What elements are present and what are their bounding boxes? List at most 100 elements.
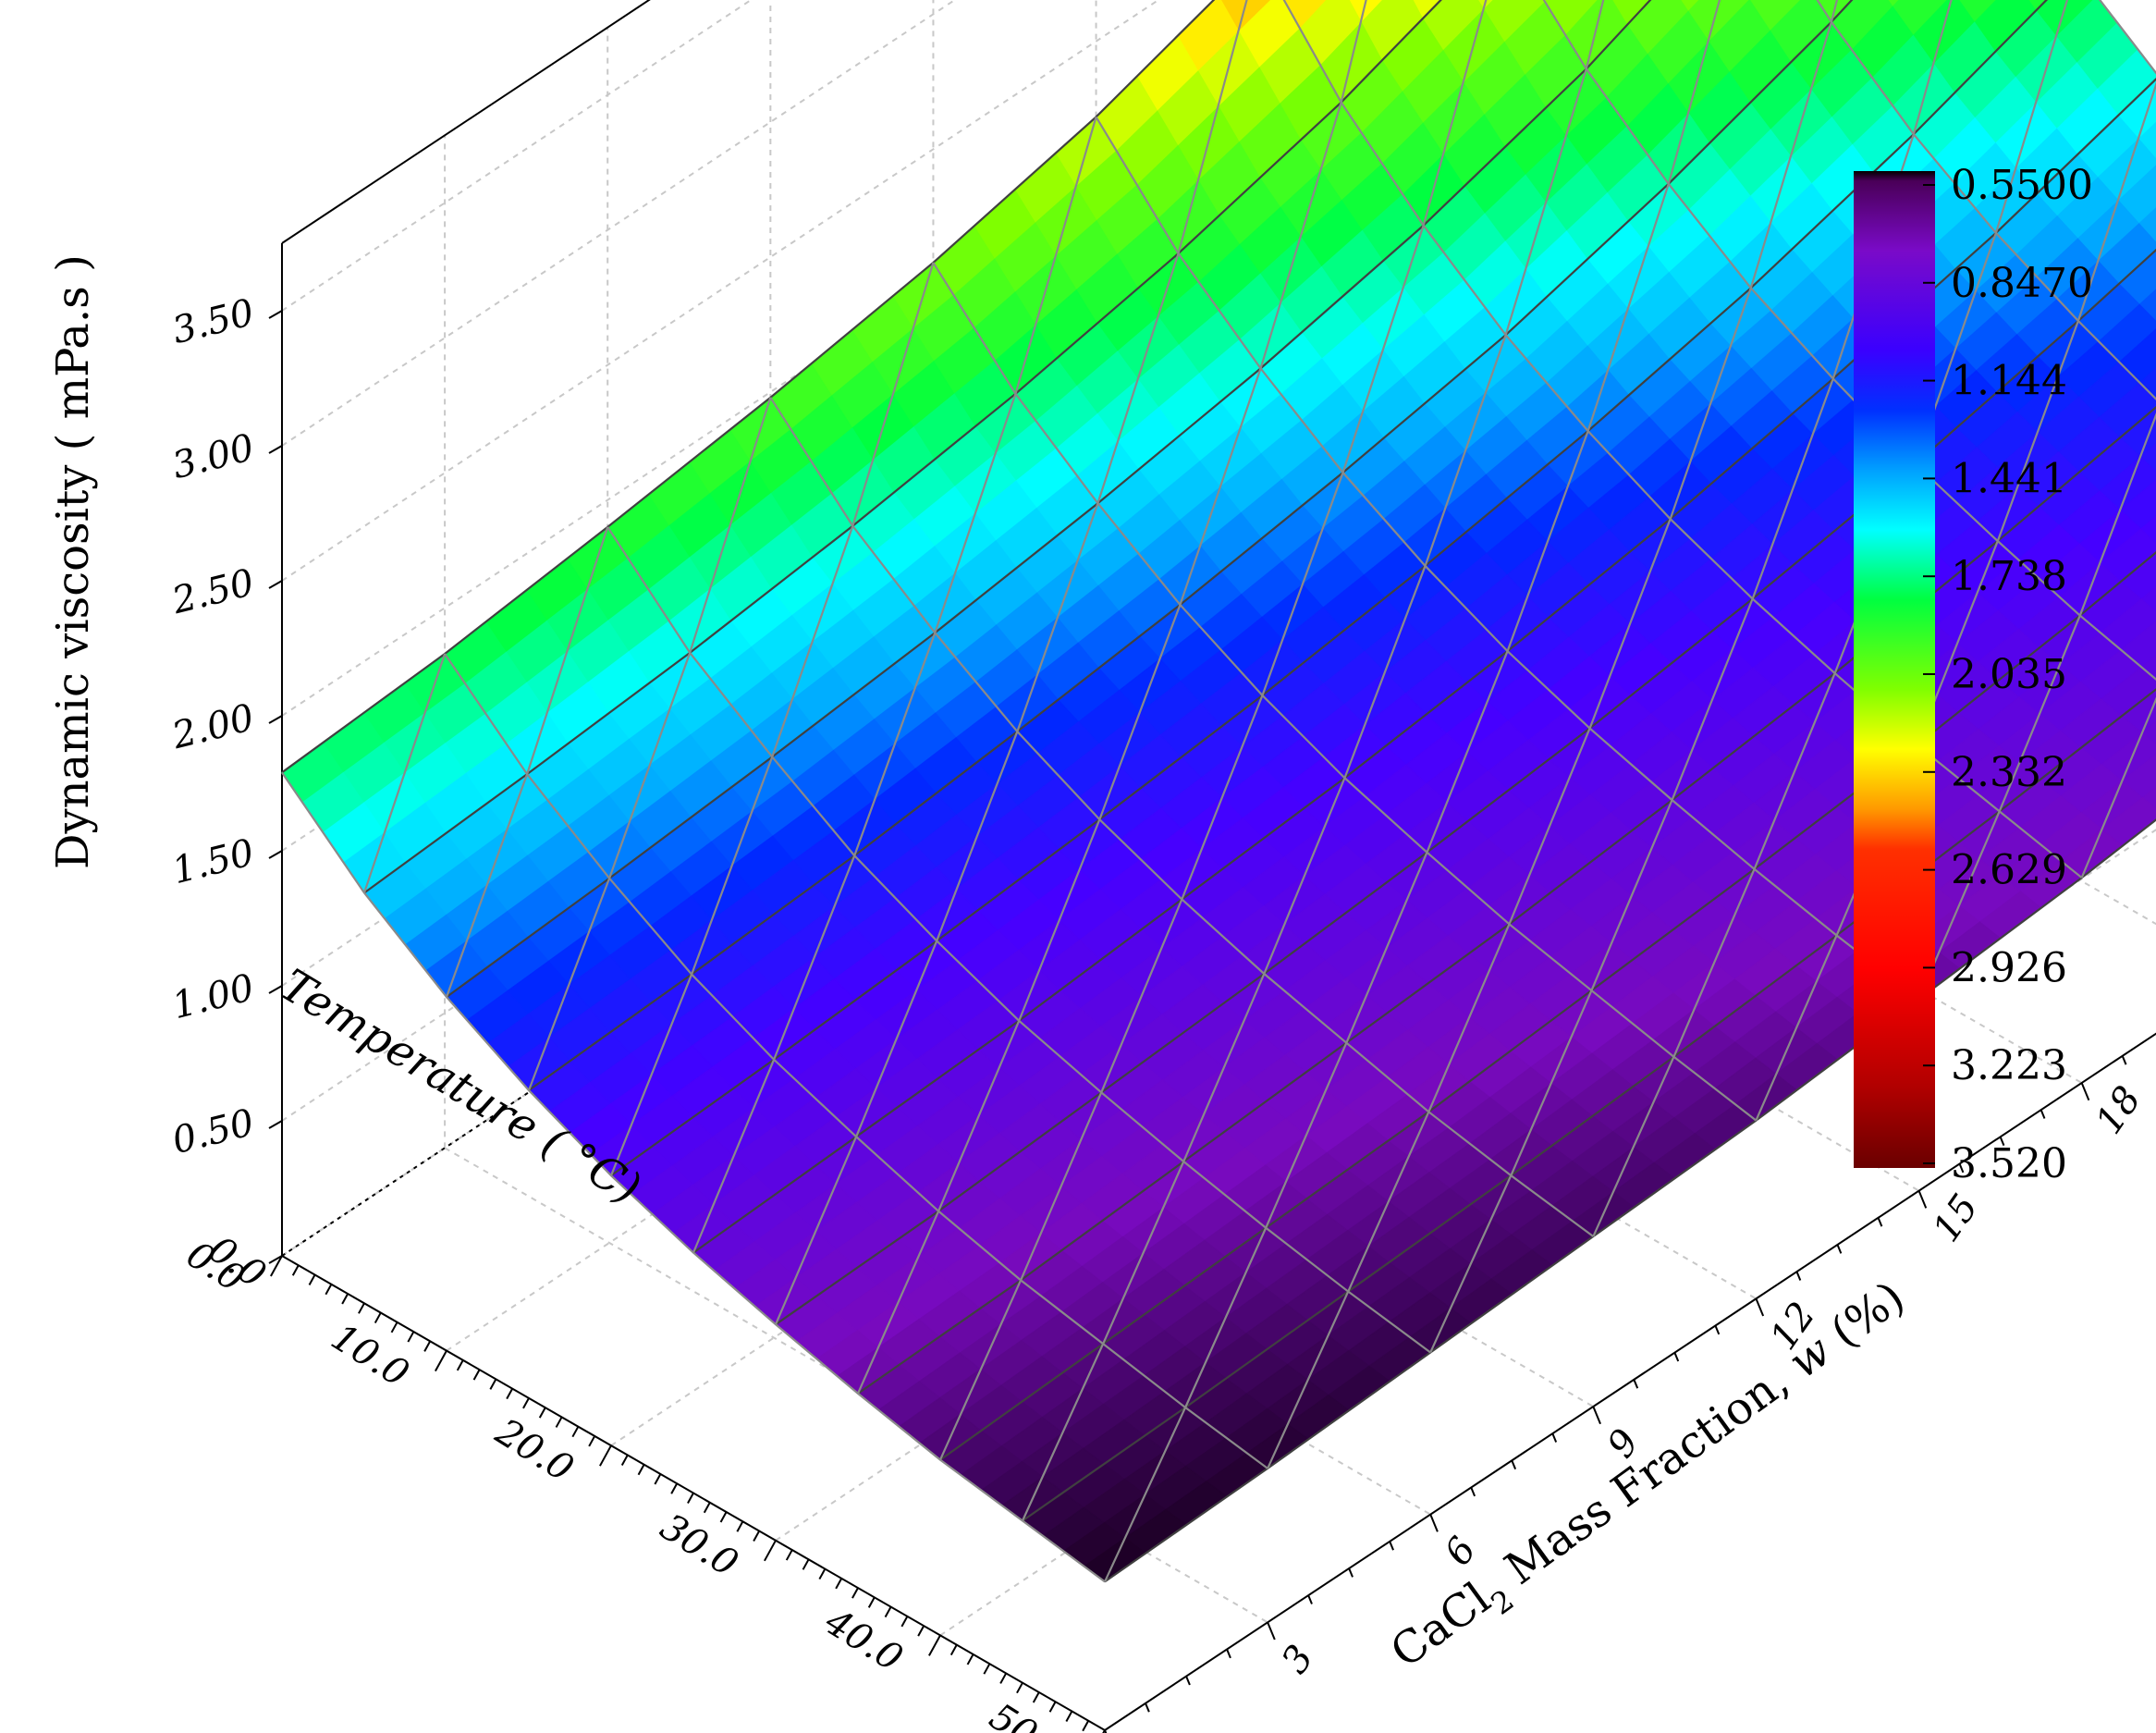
- surface-mesh-line: [363, 0, 1442, 894]
- colorbar-labels: 0.5500 0.8470 1.144 1.441 1.738 2.035 2.332 2.6…: [1923, 162, 2093, 1187]
- surface-mesh-diagonal: [1341, 225, 1425, 473]
- surface-mesh-diagonal: [445, 773, 529, 998]
- x-tick: [637, 1464, 645, 1476]
- x-tick-label: 30.0: [653, 1506, 745, 1585]
- surface-mesh-line: [1104, 818, 2156, 1583]
- x-tick: [719, 1511, 728, 1523]
- surface-mesh-diagonal: [1422, 0, 1488, 227]
- surface-mesh-diagonal: [692, 1059, 776, 1254]
- surface-mesh-line: [446, 0, 1652, 998]
- y-tick: [1958, 1163, 1965, 1174]
- surface-mesh-diagonal: [1429, 1174, 1513, 1353]
- surface-mesh-diagonal: [1016, 502, 1099, 732]
- y-axis-title-part: Mass Fraction,: [1485, 1347, 1810, 1604]
- z-tick-label: 2.50: [167, 561, 259, 622]
- x-tick: [456, 1359, 464, 1371]
- surface-mesh-diagonal: [1265, 1042, 1348, 1229]
- surface-mesh-line: [939, 551, 2156, 1461]
- y-tick-label: 6: [1437, 1530, 1485, 1573]
- surface-mesh-diagonal: [1184, 1227, 1268, 1408]
- surface-mesh-diagonal: [1912, 0, 1953, 135]
- y-tick: [1551, 1432, 1558, 1443]
- x-tick: [308, 1274, 316, 1286]
- x-tick: [949, 1644, 958, 1656]
- y-tick: [1877, 1217, 1883, 1227]
- surface-patch: [2141, 786, 2156, 810]
- x-tick: [1082, 1720, 1090, 1732]
- y-tick: [1145, 1702, 1150, 1713]
- x-tick: [571, 1426, 580, 1438]
- surface-mesh-diagonal: [689, 397, 772, 654]
- colorbar-label: 2.629: [1951, 847, 2067, 894]
- surface-mesh-diagonal: [1998, 615, 2081, 812]
- x-tick: [390, 1321, 398, 1334]
- x-tick: [325, 1284, 333, 1296]
- z-tick: [268, 580, 283, 589]
- surface-mesh-diagonal: [1672, 868, 1756, 1058]
- x-tick: [291, 1264, 300, 1276]
- y-tick: [1673, 1352, 1680, 1362]
- x-tick-label: 50.0: [982, 1695, 1074, 1733]
- surface-mesh-diagonal: [2080, 696, 2156, 879]
- colorbar-gradient: [1854, 171, 1935, 1168]
- x-tick: [818, 1568, 827, 1580]
- z-tick-label: 2.00: [167, 696, 259, 757]
- surface-mesh-diagonal: [1506, 430, 1589, 652]
- y-tick: [1917, 1190, 1928, 1209]
- surface-mesh-diagonal: [1014, 117, 1097, 395]
- surface-mesh-diagonal: [1020, 1091, 1103, 1281]
- surface-mesh-line: [281, 0, 1216, 774]
- colorbar-label: 2.926: [1951, 944, 2067, 991]
- x-tick: [506, 1388, 514, 1400]
- colorbar-label: 3.223: [1951, 1042, 2067, 1089]
- surface-mesh-diagonal: [609, 974, 693, 1176]
- surface-mesh-diagonal: [1267, 1291, 1350, 1469]
- surface-mesh-diagonal: [771, 525, 854, 757]
- x-tick: [270, 1255, 283, 1277]
- surface-mesh-diagonal: [1667, 0, 1721, 185]
- x-tick: [736, 1520, 744, 1532]
- x-tick: [1016, 1682, 1023, 1694]
- y-tick: [1348, 1567, 1354, 1578]
- surface-mesh-diagonal: [934, 393, 1017, 633]
- x-tick: [599, 1444, 612, 1467]
- surface-mesh-diagonal: [1179, 368, 1262, 606]
- z-tick: [268, 850, 283, 859]
- surface-mesh-diagonal: [1021, 1343, 1105, 1521]
- surface-mesh-diagonal: [1104, 1407, 1187, 1582]
- y-tick: [1389, 1541, 1394, 1551]
- y-axis-title-part: CaCl: [1381, 1572, 1500, 1678]
- surface-mesh-diagonal: [1347, 1111, 1430, 1293]
- surface-mesh-diagonal: [1994, 0, 2069, 234]
- x-tick: [928, 1634, 941, 1656]
- colorbar: [1854, 171, 1935, 1168]
- y-tick: [1307, 1594, 1313, 1604]
- x-tick: [374, 1312, 382, 1324]
- x-tick: [423, 1340, 432, 1352]
- surface-mesh-line: [528, 0, 1854, 1091]
- colorbar-label: 3.520: [1951, 1140, 2067, 1187]
- surface-mesh-diagonal: [1345, 852, 1428, 1044]
- x-tick: [917, 1625, 925, 1637]
- y-tick: [1470, 1487, 1476, 1497]
- surface-mesh-diagonal: [1259, 102, 1342, 369]
- surface-mesh-line: [1022, 688, 2156, 1522]
- surface-mesh-diagonal: [1585, 0, 1605, 69]
- surface-mesh-diagonal: [691, 756, 774, 975]
- y-tick: [2080, 1082, 2090, 1101]
- surface-mesh-line: [610, 0, 2049, 1177]
- surface-mesh-diagonal: [938, 1279, 1023, 1461]
- surface-mesh-diagonal: [1263, 777, 1346, 975]
- z-tick: [268, 715, 283, 724]
- z-tick-label: 1.00: [168, 966, 259, 1027]
- y-tick: [1429, 1514, 1439, 1532]
- surface-mesh-diagonal: [1261, 472, 1344, 696]
- surface-mesh-diagonal: [1427, 923, 1511, 1112]
- surface-mesh-diagonal: [1100, 899, 1183, 1093]
- surface-mesh-line: [775, 248, 2156, 1326]
- colorbar-label: 1.738: [1951, 553, 2067, 600]
- x-tick: [654, 1473, 662, 1485]
- surface-mesh-diagonal: [936, 731, 1019, 941]
- y-tick: [1226, 1649, 1231, 1659]
